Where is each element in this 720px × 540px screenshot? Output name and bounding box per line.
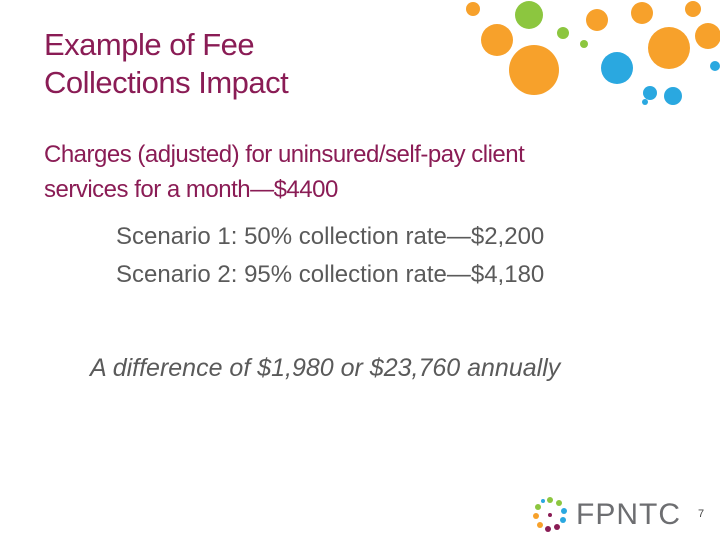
subtitle-line: Charges (adjusted) for uninsured/self-pa… [44,141,525,168]
dot [685,1,701,17]
difference: A difference of $1,980 or $23,760 annual… [90,354,561,382]
subtitle: Charges (adjusted) for uninsured/self-pa… [44,137,525,207]
dot [548,513,552,517]
dot [533,513,539,519]
dot [515,1,543,29]
dot [631,2,653,24]
dot [554,524,560,530]
title-line: Example of Fee [44,27,255,62]
scenario: Scenario 1: 50% collection rate—$2,200 [116,223,545,250]
page-number: 7 [698,508,705,520]
dot [710,61,720,71]
dot [481,24,513,56]
scenarios: Scenario 1: 50% collection rate—$2,200 S… [116,218,544,294]
logo-mark [533,497,567,532]
dot [545,526,551,532]
dot [547,497,553,503]
dot [535,504,541,510]
dot [537,522,543,528]
dot [560,517,566,523]
dot-cluster [466,1,720,105]
title-line: Collections Impact [44,65,289,100]
dot [695,23,720,49]
title: Example of Fee Collections Impact [44,26,289,102]
dot [642,99,648,105]
dot [648,27,690,69]
scenario: Scenario 2: 95% collection rate—$4,180 [116,261,545,288]
logo-text: FPNTC [576,498,681,531]
subtitle-line: services for a month—$4400 [44,176,338,203]
dot [557,27,569,39]
dot [580,40,588,48]
dot [556,500,562,506]
dot [664,87,682,105]
dot [601,52,633,84]
dot [541,499,545,503]
dot [466,2,480,16]
dot [561,508,567,514]
dot [509,45,559,95]
dot [586,9,608,31]
dot [643,86,657,100]
